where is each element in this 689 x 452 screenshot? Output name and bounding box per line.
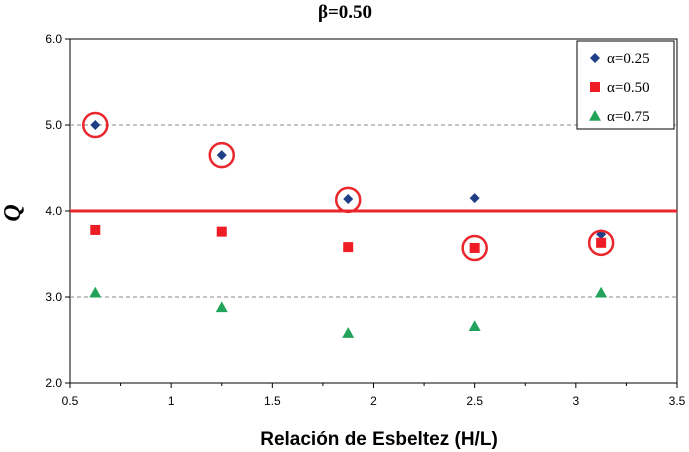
x-tick-label: 1 (168, 394, 175, 408)
x-tick-label: 3 (572, 394, 579, 408)
y-tick-label: 6.0 (45, 32, 62, 46)
highlight-circle-1 (208, 141, 235, 169)
y-tick-label: 3.0 (45, 290, 62, 304)
data-point-series-3 (342, 327, 355, 338)
data-point-series-1 (90, 120, 101, 130)
highlight-circle-4 (587, 229, 615, 257)
y-tick-label: 2.0 (45, 376, 62, 390)
data-point-series-1 (469, 193, 480, 204)
data-point-series-2 (90, 224, 101, 235)
legend-label-series-2: α=0.50 (607, 80, 650, 96)
y-axis-label: Q (0, 204, 26, 221)
data-point-series-3 (468, 320, 481, 332)
x-axis-label: Relación de Esbeltez (H/L) (260, 429, 498, 450)
data-point-series-3 (595, 286, 608, 298)
x-tick-label: 2.5 (466, 394, 483, 408)
x-tick-label: 3.5 (669, 394, 686, 408)
highlight-circle-3 (461, 234, 488, 262)
x-tick-label: 0.5 (62, 394, 79, 408)
data-point-series-1 (343, 193, 354, 204)
data-point-series-2 (343, 242, 354, 253)
chart-title: β=0.50 (318, 2, 372, 23)
x-tick-label: 1.5 (264, 394, 281, 408)
legend-label-series-1: α=0.25 (607, 51, 650, 67)
data-point-series-3 (215, 301, 228, 313)
highlight-circle-0 (82, 111, 109, 139)
data-point-series-2 (469, 242, 480, 253)
y-tick-label: 4.0 (45, 204, 62, 218)
plot-area: 0.5 1 1.5 2 2.5 3 3.5 2.0 3.0 4.0 5.0 6.0 (45, 32, 685, 408)
y-tick-label: 5.0 (45, 118, 62, 132)
legend-marker-series-2 (590, 82, 600, 92)
data-point-series-1 (216, 150, 227, 161)
data-point-series-3 (89, 286, 102, 298)
legend-marker-series-3 (589, 110, 601, 121)
data-point-series-2 (216, 226, 227, 237)
legend: α=0.25 α=0.50 α=0.75 (576, 40, 675, 130)
data-point-series-2 (596, 237, 607, 248)
x-tick-label: 2 (370, 394, 377, 408)
highlight-circle-2 (334, 186, 362, 214)
legend-label-series-3: α=0.75 (607, 109, 650, 125)
legend-marker-series-1 (590, 53, 600, 63)
